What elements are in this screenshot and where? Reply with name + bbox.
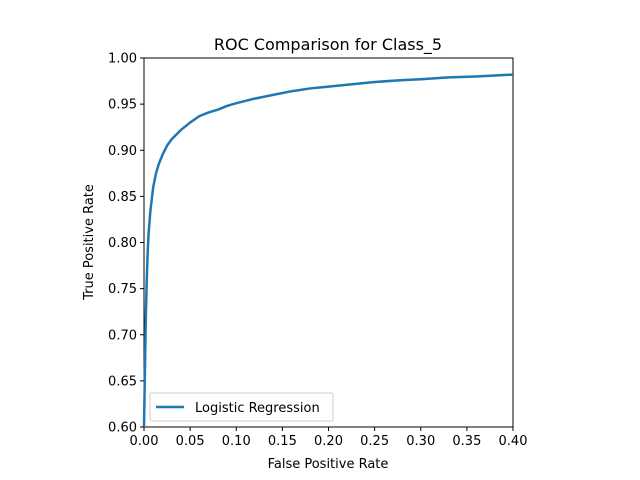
x-tick-label: 0.20 — [314, 434, 343, 449]
y-tick-label: 0.60 — [108, 421, 137, 436]
x-tick-label: 0.05 — [176, 434, 205, 449]
y-tick-label: 0.70 — [108, 328, 137, 343]
series-layer — [142, 73, 514, 428]
x-tick-label: 0.00 — [130, 434, 159, 449]
legend-entry-label: Logistic Regression — [195, 401, 320, 416]
plot-area: 0.00 0.05 0.10 0.15 0.20 0.25 0.30 0.35 0.40 0.6… — [108, 52, 527, 450]
legend: Logistic Regression — [149, 392, 334, 422]
x-tick-label: 0.15 — [268, 434, 297, 449]
x-tick-label: 0.40 — [499, 434, 528, 449]
y-tick-label: 0.90 — [108, 144, 137, 159]
x-tick-label: 0.25 — [360, 434, 389, 449]
axes-frame — [143, 57, 514, 428]
x-tick-label: 0.35 — [452, 434, 481, 449]
series-line-0 — [142, 73, 514, 428]
x-tick-label: 0.30 — [406, 434, 435, 449]
y-tick-label: 0.95 — [108, 98, 137, 113]
y-tick-label: 0.75 — [108, 282, 137, 297]
y-axis-ticks: 0.60 0.65 0.70 0.75 0.80 0.85 0.90 0.95 1.00 — [108, 52, 144, 436]
legend-box — [149, 392, 334, 422]
y-axis-label: True Positive Rate — [82, 184, 97, 301]
x-axis-label: False Positive Rate — [268, 457, 389, 472]
chart-title: ROC Comparison for Class_5 — [214, 35, 442, 55]
y-tick-label: 0.65 — [108, 374, 137, 389]
x-tick-label: 0.10 — [222, 434, 251, 449]
y-tick-label: 0.85 — [108, 190, 137, 205]
y-tick-label: 1.00 — [108, 52, 137, 67]
x-axis-ticks: 0.00 0.05 0.10 0.15 0.20 0.25 0.30 0.35 0.40 — [130, 427, 528, 449]
y-tick-label: 0.80 — [108, 236, 137, 251]
